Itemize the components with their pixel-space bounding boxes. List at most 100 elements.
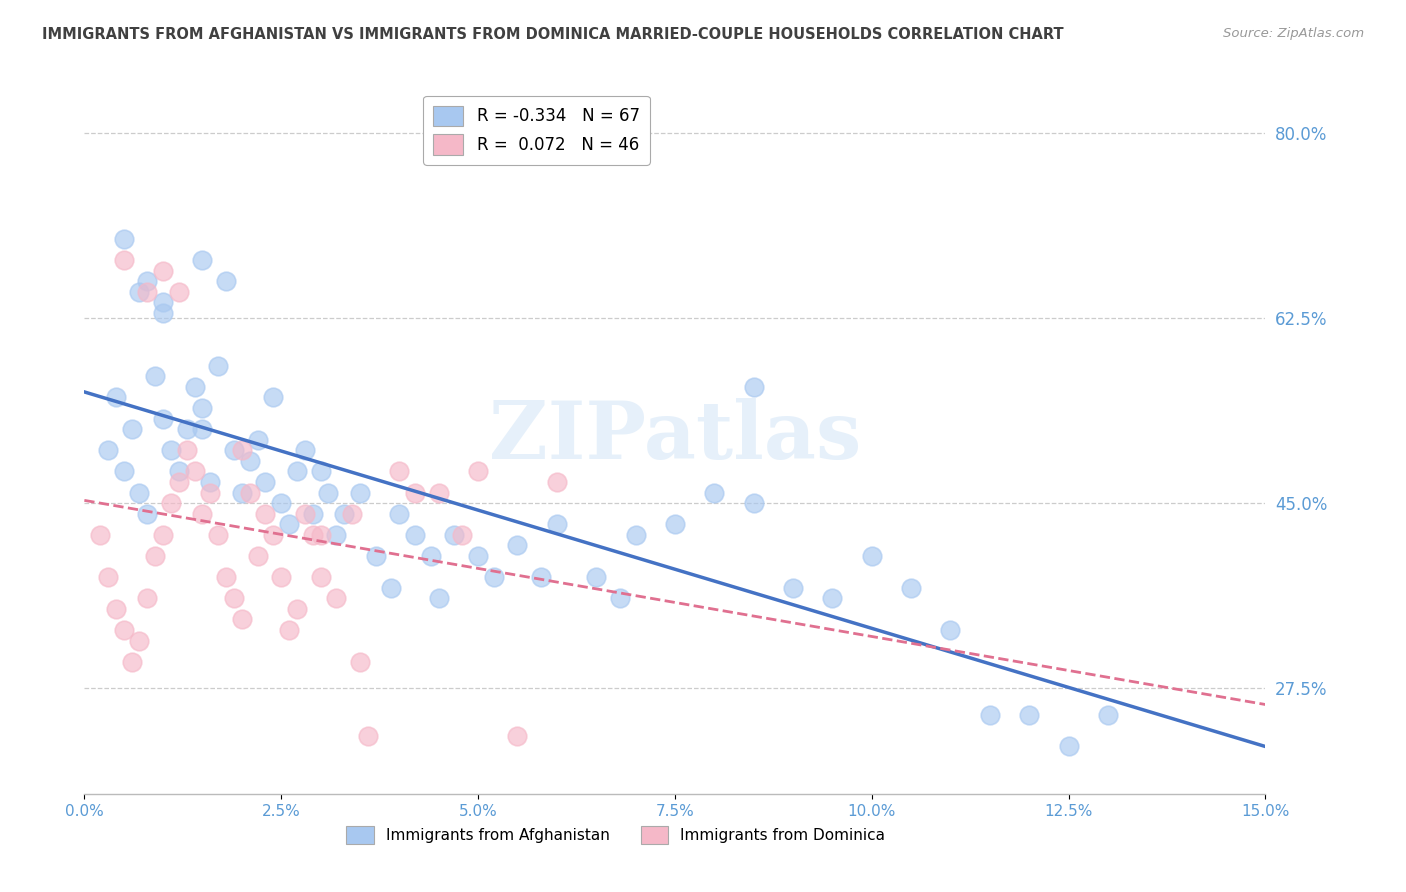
Point	[97, 443, 120, 458]
Point	[467, 465, 489, 479]
Point	[262, 528, 284, 542]
Point	[239, 454, 262, 468]
Point	[104, 391, 127, 405]
Point	[380, 581, 402, 595]
Point	[979, 707, 1001, 722]
Point	[318, 485, 340, 500]
Point	[467, 549, 489, 563]
Point	[624, 528, 647, 542]
Point	[939, 623, 962, 637]
Point	[325, 591, 347, 606]
Point	[222, 443, 245, 458]
Point	[278, 623, 301, 637]
Point	[143, 369, 166, 384]
Point	[427, 591, 450, 606]
Point	[427, 485, 450, 500]
Point	[340, 507, 363, 521]
Point	[821, 591, 844, 606]
Point	[121, 422, 143, 436]
Point	[285, 465, 308, 479]
Point	[136, 285, 159, 299]
Point	[239, 485, 262, 500]
Point	[285, 602, 308, 616]
Point	[200, 485, 222, 500]
Point	[546, 475, 568, 489]
Point	[742, 496, 765, 510]
Point	[191, 252, 214, 267]
Point	[1097, 707, 1119, 722]
Point	[136, 591, 159, 606]
Point	[309, 465, 332, 479]
Point	[530, 570, 553, 584]
Point	[1018, 707, 1040, 722]
Point	[301, 507, 323, 521]
Point	[222, 591, 245, 606]
Point	[191, 422, 214, 436]
Point	[294, 507, 316, 521]
Point	[357, 729, 380, 743]
Point	[546, 517, 568, 532]
Point	[506, 729, 529, 743]
Point	[152, 295, 174, 310]
Point	[167, 475, 190, 489]
Point	[349, 485, 371, 500]
Point	[1057, 739, 1080, 754]
Point	[309, 570, 332, 584]
Point	[176, 443, 198, 458]
Point	[278, 517, 301, 532]
Legend: Immigrants from Afghanistan, Immigrants from Dominica: Immigrants from Afghanistan, Immigrants …	[340, 820, 891, 850]
Point	[152, 411, 174, 425]
Point	[404, 485, 426, 500]
Point	[97, 570, 120, 584]
Point	[128, 485, 150, 500]
Point	[443, 528, 465, 542]
Point	[782, 581, 804, 595]
Point	[128, 633, 150, 648]
Point	[900, 581, 922, 595]
Point	[270, 570, 292, 584]
Point	[167, 465, 190, 479]
Point	[585, 570, 607, 584]
Point	[152, 263, 174, 277]
Point	[254, 507, 277, 521]
Point	[89, 528, 111, 542]
Point	[246, 549, 269, 563]
Point	[104, 602, 127, 616]
Point	[231, 443, 253, 458]
Point	[112, 252, 135, 267]
Point	[742, 380, 765, 394]
Point	[333, 507, 356, 521]
Point	[136, 507, 159, 521]
Point	[143, 549, 166, 563]
Point	[152, 528, 174, 542]
Point	[136, 274, 159, 288]
Point	[112, 465, 135, 479]
Point	[703, 485, 725, 500]
Point	[254, 475, 277, 489]
Text: ZIPatlas: ZIPatlas	[489, 398, 860, 476]
Point	[121, 655, 143, 669]
Point	[262, 391, 284, 405]
Point	[183, 465, 205, 479]
Point	[207, 528, 229, 542]
Point	[301, 528, 323, 542]
Point	[482, 570, 505, 584]
Point	[506, 538, 529, 552]
Point	[191, 401, 214, 415]
Point	[167, 285, 190, 299]
Point	[160, 496, 183, 510]
Point	[860, 549, 883, 563]
Point	[128, 285, 150, 299]
Point	[246, 433, 269, 447]
Text: IMMIGRANTS FROM AFGHANISTAN VS IMMIGRANTS FROM DOMINICA MARRIED-COUPLE HOUSEHOLD: IMMIGRANTS FROM AFGHANISTAN VS IMMIGRANT…	[42, 27, 1064, 42]
Point	[388, 465, 411, 479]
Point	[404, 528, 426, 542]
Point	[270, 496, 292, 510]
Point	[419, 549, 441, 563]
Point	[294, 443, 316, 458]
Point	[451, 528, 474, 542]
Point	[349, 655, 371, 669]
Point	[112, 623, 135, 637]
Point	[231, 485, 253, 500]
Point	[200, 475, 222, 489]
